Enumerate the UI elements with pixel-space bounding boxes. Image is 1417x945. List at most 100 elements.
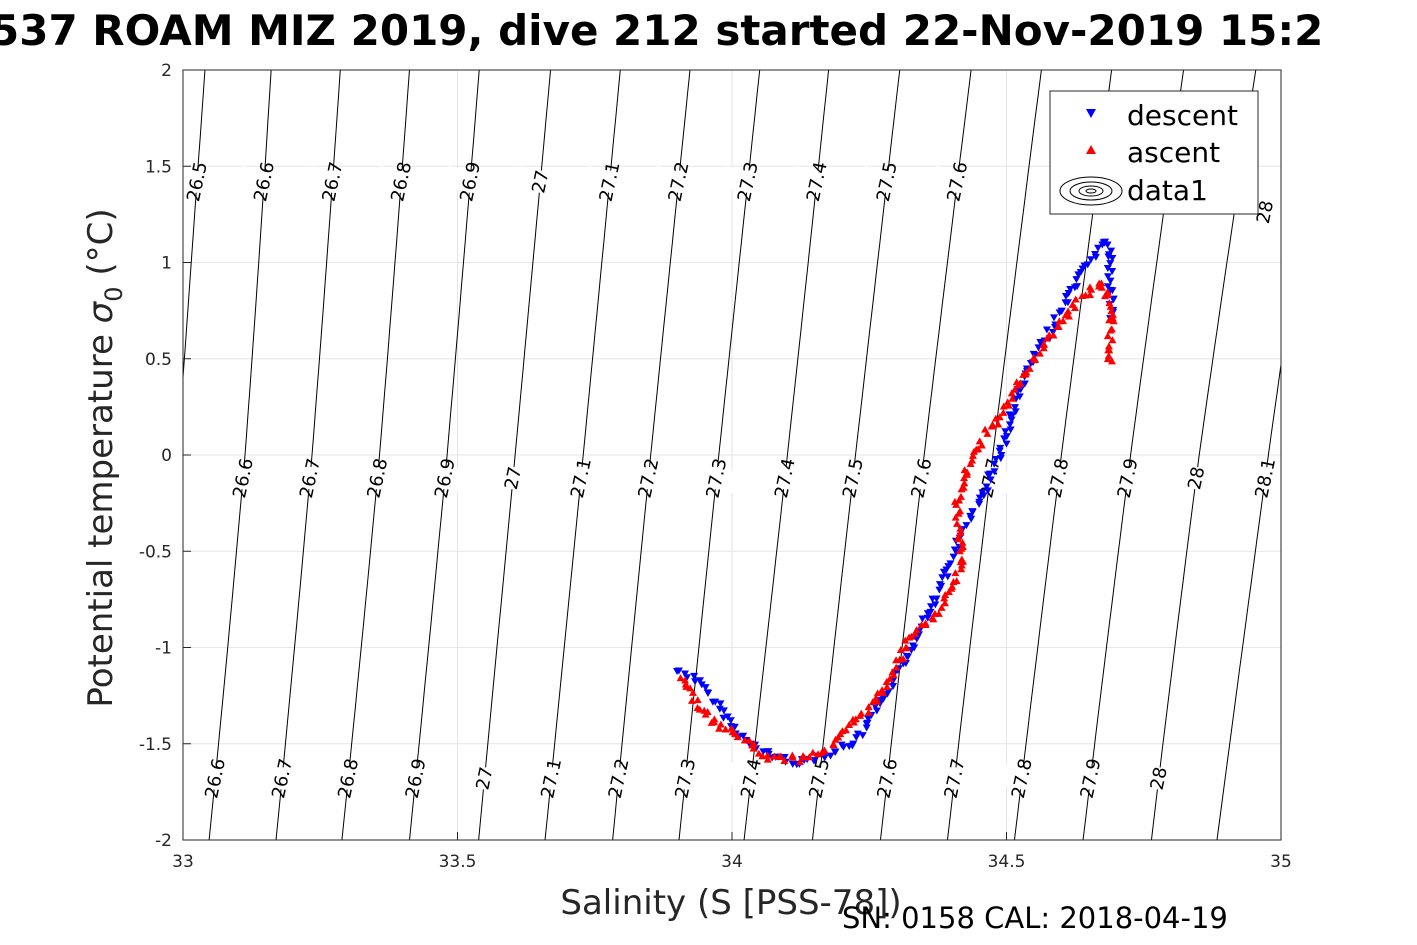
descent-point-128 bbox=[986, 476, 995, 484]
x-tick-label-3: 34.5 bbox=[988, 852, 1026, 872]
ascent-point-199 bbox=[1107, 325, 1116, 333]
contour-label-upper-bg-5 bbox=[514, 165, 567, 198]
ascent-point-161 bbox=[1029, 353, 1038, 361]
ascent-point-12 bbox=[701, 710, 710, 718]
ascent-point-61 bbox=[864, 703, 873, 711]
contour-label-upper-bg-9 bbox=[791, 165, 843, 198]
ascent-point-139 bbox=[981, 425, 990, 433]
y-axis-label-symbol: σ bbox=[81, 300, 121, 323]
ascent-point-80 bbox=[901, 636, 910, 644]
descent-point-146 bbox=[1008, 412, 1017, 420]
contour-label-lower-3: 26.9 bbox=[402, 757, 431, 801]
contour-label-middle-bg-10 bbox=[827, 462, 879, 494]
descent-point-204 bbox=[1108, 268, 1117, 276]
ascent-point-26 bbox=[749, 740, 758, 748]
contour-label-middle-8: 27.3 bbox=[702, 456, 731, 500]
ascent-point-202 bbox=[1104, 342, 1113, 350]
ascent-point-170 bbox=[1053, 322, 1062, 330]
descent-point-197 bbox=[1103, 241, 1112, 249]
descent-point-192 bbox=[1094, 244, 1103, 252]
descent-point-154 bbox=[1020, 380, 1029, 388]
descent-point-140 bbox=[1002, 433, 1011, 441]
ascent-point-91 bbox=[934, 609, 943, 617]
contour-label-lower-2: 26.8 bbox=[334, 757, 363, 801]
contour-label-middle-11: 27.6 bbox=[908, 456, 937, 500]
x-axis-label: Salinity (S [PSS-78]) bbox=[560, 883, 901, 923]
y-axis-label: Potential temperature σ0 (°C) bbox=[81, 208, 128, 707]
descent-point-180 bbox=[1066, 286, 1075, 294]
descent-point-107 bbox=[949, 553, 958, 561]
legend-data1-contour-icon bbox=[1059, 176, 1123, 206]
ascent-point-30 bbox=[763, 755, 772, 763]
ascent-point-151 bbox=[1010, 385, 1019, 393]
ascent-point-76 bbox=[899, 654, 908, 662]
descent-point-100 bbox=[935, 581, 944, 589]
ascent-point-157 bbox=[1022, 368, 1031, 376]
ascent-point-177 bbox=[1068, 300, 1077, 308]
descent-point-102 bbox=[943, 573, 952, 581]
ascent-point-57 bbox=[851, 715, 860, 723]
ascent-point-35 bbox=[780, 756, 789, 764]
descent-point-109 bbox=[950, 546, 959, 554]
ascent-point-6 bbox=[687, 696, 696, 704]
ascent-point-187 bbox=[1097, 283, 1106, 291]
ascent-point-131 bbox=[968, 456, 977, 464]
ascent-point-75 bbox=[892, 656, 901, 664]
descent-point-188 bbox=[1083, 261, 1092, 269]
contour-label-upper-bg-3 bbox=[375, 165, 427, 198]
contour-label-lower-8: 27.4 bbox=[737, 757, 766, 801]
contour-label-lower-4: 27 bbox=[472, 765, 497, 792]
descent-point-203 bbox=[1103, 264, 1112, 272]
ascent-point-100 bbox=[952, 577, 961, 585]
descent-point-29 bbox=[759, 748, 768, 756]
descent-point-198 bbox=[1107, 247, 1116, 255]
contour-label-lower-6: 27.2 bbox=[605, 757, 634, 801]
contour-label-lower-12: 27.8 bbox=[1008, 757, 1037, 801]
contour-label-lower-bg-9 bbox=[793, 762, 846, 795]
contour-label-middle-2: 26.7 bbox=[296, 456, 325, 500]
contour-label-middle-bg-16 bbox=[1239, 462, 1292, 494]
descent-point-175 bbox=[1057, 307, 1066, 315]
descent-point-52 bbox=[837, 741, 846, 749]
ascent-point-165 bbox=[1039, 340, 1048, 348]
ascent-point-121 bbox=[955, 496, 964, 504]
ascent-point-142 bbox=[994, 420, 1003, 428]
ascent-point-98 bbox=[947, 584, 956, 592]
ascent-point-138 bbox=[983, 429, 992, 437]
contour-label-middle-bg-6 bbox=[555, 462, 607, 494]
ascent-point-145 bbox=[999, 408, 1008, 416]
chart-title: 537 ROAM MIZ 2019, dive 212 started 22-N… bbox=[0, 6, 1323, 55]
y-axis-label-main: Potential temperature bbox=[81, 323, 121, 707]
ascent-point-115 bbox=[953, 519, 962, 527]
contour-label-upper-bg-0 bbox=[171, 165, 223, 198]
ascent-point-175 bbox=[1064, 307, 1073, 315]
contour-label-lower-0: 26.6 bbox=[201, 757, 230, 801]
descent-point-209 bbox=[1108, 287, 1117, 295]
ascent-point-53 bbox=[841, 726, 850, 734]
ascent-point-149 bbox=[1008, 394, 1017, 402]
x-tick-label-1: 33.5 bbox=[439, 852, 477, 872]
ascent-point-162 bbox=[1035, 349, 1044, 357]
contour-label-lower-1: 26.7 bbox=[268, 757, 297, 801]
descent-point-143 bbox=[1005, 421, 1014, 429]
descent-point-141 bbox=[1001, 428, 1010, 436]
descent-point-20 bbox=[730, 723, 739, 731]
ascent-point-118 bbox=[955, 507, 964, 515]
ascent-point-73 bbox=[892, 663, 901, 671]
ascent-point-129 bbox=[960, 466, 969, 474]
ascent-point-37 bbox=[788, 753, 797, 761]
descent-series bbox=[673, 238, 1118, 769]
descent-point-101 bbox=[938, 574, 947, 582]
ascent-point-144 bbox=[995, 413, 1004, 421]
descent-point-149 bbox=[1012, 395, 1021, 403]
ascent-point-112 bbox=[954, 532, 963, 540]
contour-label-middle-16: 28.1 bbox=[1251, 456, 1280, 500]
x-axis-ticks: 33 33.5 34 34.5 35 bbox=[172, 832, 1292, 872]
ascent-point-32 bbox=[770, 752, 779, 760]
descent-point-147 bbox=[1011, 408, 1020, 416]
contour-label-middle-1: 26.6 bbox=[229, 456, 258, 500]
descent-point-182 bbox=[1073, 283, 1082, 291]
ascent-point-1 bbox=[681, 676, 690, 684]
ascent-point-137 bbox=[975, 437, 984, 445]
